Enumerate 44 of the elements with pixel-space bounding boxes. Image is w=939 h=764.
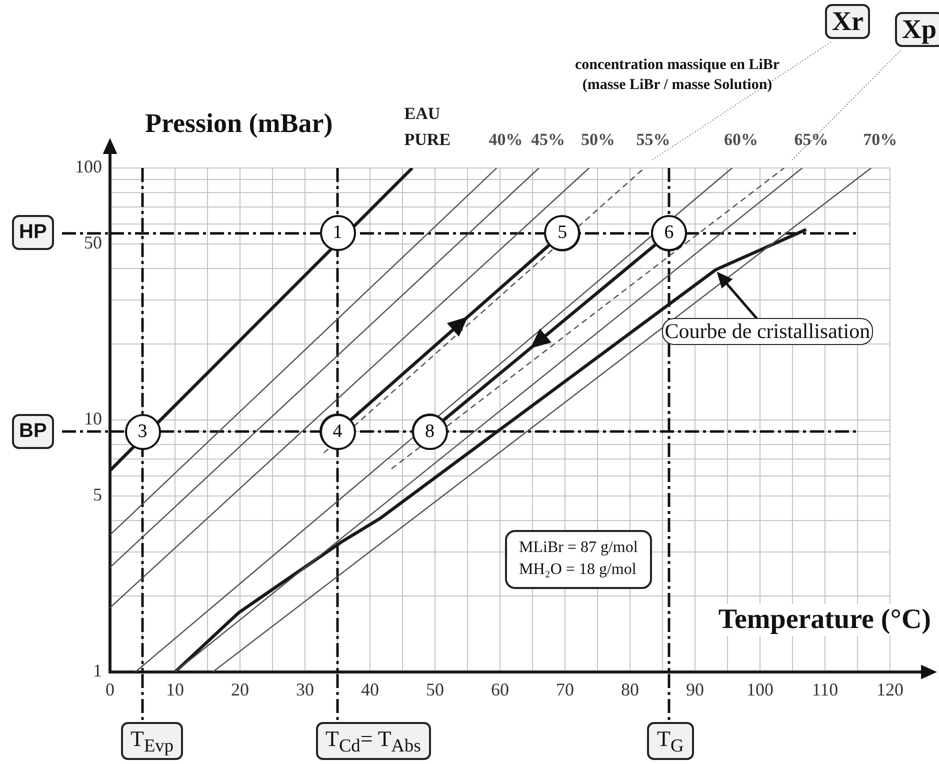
x-tick-label: 100 (746, 680, 774, 700)
y-axis-title: Pression (mBar) (145, 108, 333, 139)
y-tick-label: 5 (93, 484, 102, 505)
series-label: 65% (794, 128, 828, 150)
series-label: 70% (863, 128, 898, 150)
y-tick-label: 1 (93, 660, 102, 681)
series-label: EAU PURE (404, 103, 452, 150)
x-tick-label: 10 (166, 680, 184, 700)
ref-line-label: HP (12, 215, 54, 250)
annotation: 6 (651, 215, 687, 252)
x-tick-label: 90 (686, 680, 704, 700)
annotation: 4 (320, 414, 356, 450)
series-label: 50% (581, 128, 616, 150)
annotation: Courbe de cristallisation (662, 318, 874, 345)
ref-line-label: T$_{Evp}$ (120, 722, 184, 760)
x-tick-label: 30 (296, 680, 314, 700)
x-tick-label: 70 (556, 680, 574, 700)
series-label: 60% (724, 128, 758, 150)
ref-line-label: BP (12, 414, 54, 449)
x-tick-label: 40 (361, 680, 379, 700)
text: Xr (825, 4, 870, 39)
text: Xp (895, 12, 939, 47)
annotation: 1 (320, 215, 356, 252)
x-tick-label: 0 (106, 680, 114, 700)
ref-line-label: T$_{Cd}$= T$_{Abs}$ (316, 722, 431, 760)
annotation: 3 (124, 414, 160, 450)
x-tick-label: 110 (812, 680, 838, 700)
annotation: 5 (544, 215, 580, 252)
annotation: 8 (412, 414, 448, 450)
annotation: MLiBr = 87 g/mol MH₂O = 18 g/mol (505, 530, 652, 589)
series-label: 40% (488, 128, 523, 150)
y-tick-label: 10 (84, 408, 102, 429)
x-tick-label: 120 (876, 680, 904, 700)
y-tick-label: 100 (75, 156, 102, 177)
series-label: 55% (636, 128, 670, 150)
series-label: 45% (531, 128, 565, 150)
ref-line-label: T$_{G}$ (647, 722, 694, 760)
x-tick-label: 50 (426, 680, 444, 700)
x-tick-label: 80 (621, 680, 639, 700)
text: concentration massique en LiBr (masse LiBr / masse Solution) (575, 56, 780, 96)
x-tick-label: 20 (231, 680, 249, 700)
x-tick-label: 60 (491, 680, 509, 700)
y-tick-label: 50 (84, 232, 102, 253)
x-axis-title: Temperature (°C) (716, 604, 933, 636)
